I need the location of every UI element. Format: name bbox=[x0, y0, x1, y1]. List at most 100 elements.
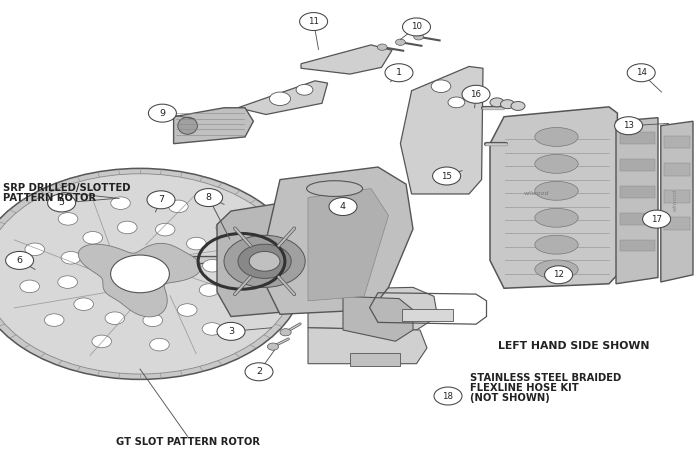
Circle shape bbox=[48, 194, 76, 212]
Circle shape bbox=[111, 255, 169, 293]
Bar bbox=[402, 309, 453, 321]
Circle shape bbox=[238, 244, 291, 278]
Ellipse shape bbox=[307, 181, 363, 197]
Circle shape bbox=[267, 343, 279, 350]
Ellipse shape bbox=[535, 154, 578, 173]
Ellipse shape bbox=[535, 181, 578, 200]
Text: PATTERN ROTOR: PATTERN ROTOR bbox=[3, 193, 96, 202]
Circle shape bbox=[643, 210, 671, 228]
Circle shape bbox=[202, 260, 222, 272]
Circle shape bbox=[92, 335, 111, 348]
Circle shape bbox=[627, 64, 655, 82]
Ellipse shape bbox=[178, 117, 197, 134]
Text: 5: 5 bbox=[59, 198, 64, 207]
Text: 3: 3 bbox=[228, 327, 234, 336]
Polygon shape bbox=[308, 328, 427, 364]
Circle shape bbox=[25, 243, 45, 255]
Circle shape bbox=[35, 298, 52, 308]
Circle shape bbox=[150, 339, 169, 351]
Bar bbox=[620, 213, 654, 224]
Text: GT SLOT PATTERN ROTOR: GT SLOT PATTERN ROTOR bbox=[116, 437, 260, 447]
Text: 18: 18 bbox=[442, 392, 454, 401]
Polygon shape bbox=[308, 287, 438, 330]
Circle shape bbox=[296, 84, 313, 95]
Bar bbox=[664, 163, 690, 176]
Polygon shape bbox=[490, 107, 617, 288]
Circle shape bbox=[195, 189, 223, 207]
Bar bbox=[620, 240, 654, 251]
Text: 7: 7 bbox=[158, 195, 164, 204]
Text: 16: 16 bbox=[470, 90, 482, 99]
Circle shape bbox=[217, 322, 245, 340]
Bar bbox=[664, 190, 690, 203]
Text: wilwood: wilwood bbox=[524, 190, 549, 196]
Circle shape bbox=[280, 329, 291, 336]
Circle shape bbox=[241, 255, 260, 268]
Text: LEFT HAND SIDE SHOWN: LEFT HAND SIDE SHOWN bbox=[498, 341, 650, 351]
Circle shape bbox=[300, 13, 328, 31]
Text: 17: 17 bbox=[651, 215, 662, 224]
Circle shape bbox=[6, 251, 34, 269]
Bar bbox=[350, 353, 400, 366]
Text: SRP DRILLED/SLOTTED: SRP DRILLED/SLOTTED bbox=[3, 183, 130, 193]
Circle shape bbox=[249, 251, 280, 271]
Circle shape bbox=[433, 167, 461, 185]
Circle shape bbox=[490, 98, 504, 107]
Circle shape bbox=[148, 104, 176, 122]
Circle shape bbox=[545, 266, 573, 284]
Circle shape bbox=[500, 100, 514, 109]
Polygon shape bbox=[78, 243, 201, 317]
Polygon shape bbox=[343, 296, 413, 341]
Circle shape bbox=[143, 314, 162, 326]
Circle shape bbox=[186, 238, 206, 250]
Circle shape bbox=[431, 80, 451, 92]
Circle shape bbox=[377, 44, 387, 50]
Text: 8: 8 bbox=[206, 193, 211, 202]
Ellipse shape bbox=[535, 235, 578, 254]
Ellipse shape bbox=[535, 128, 578, 146]
Circle shape bbox=[245, 363, 273, 381]
Text: 1: 1 bbox=[396, 68, 402, 77]
Polygon shape bbox=[217, 200, 329, 317]
Ellipse shape bbox=[535, 260, 578, 279]
Circle shape bbox=[35, 280, 52, 291]
Circle shape bbox=[20, 280, 39, 293]
Bar bbox=[620, 186, 654, 198]
Polygon shape bbox=[15, 229, 71, 317]
Circle shape bbox=[235, 292, 255, 305]
Text: STAINLESS STEEL BRAIDED: STAINLESS STEEL BRAIDED bbox=[470, 373, 622, 383]
Bar bbox=[620, 159, 654, 171]
Circle shape bbox=[0, 168, 304, 379]
Circle shape bbox=[177, 304, 197, 316]
Text: 10: 10 bbox=[411, 22, 422, 31]
Circle shape bbox=[224, 235, 305, 287]
Circle shape bbox=[111, 197, 130, 209]
Circle shape bbox=[385, 64, 413, 82]
Circle shape bbox=[155, 223, 175, 236]
Polygon shape bbox=[174, 108, 253, 144]
Circle shape bbox=[402, 18, 430, 36]
Text: (NOT SHOWN): (NOT SHOWN) bbox=[470, 393, 550, 403]
Circle shape bbox=[216, 221, 236, 234]
Text: 12: 12 bbox=[553, 270, 564, 279]
Circle shape bbox=[118, 221, 137, 234]
Circle shape bbox=[58, 212, 78, 225]
Circle shape bbox=[615, 117, 643, 135]
Ellipse shape bbox=[535, 208, 578, 227]
Circle shape bbox=[202, 323, 222, 335]
Text: 14: 14 bbox=[636, 68, 647, 77]
Circle shape bbox=[329, 198, 357, 216]
Circle shape bbox=[147, 191, 175, 209]
Polygon shape bbox=[238, 81, 328, 114]
Polygon shape bbox=[294, 209, 382, 305]
Polygon shape bbox=[308, 189, 388, 301]
Text: 2: 2 bbox=[256, 367, 262, 376]
Circle shape bbox=[448, 97, 465, 108]
Bar bbox=[620, 132, 654, 144]
Text: 6: 6 bbox=[17, 256, 22, 265]
Polygon shape bbox=[616, 118, 658, 284]
Circle shape bbox=[511, 101, 525, 110]
Circle shape bbox=[44, 314, 64, 326]
Bar bbox=[664, 217, 690, 230]
Text: 15: 15 bbox=[441, 172, 452, 180]
